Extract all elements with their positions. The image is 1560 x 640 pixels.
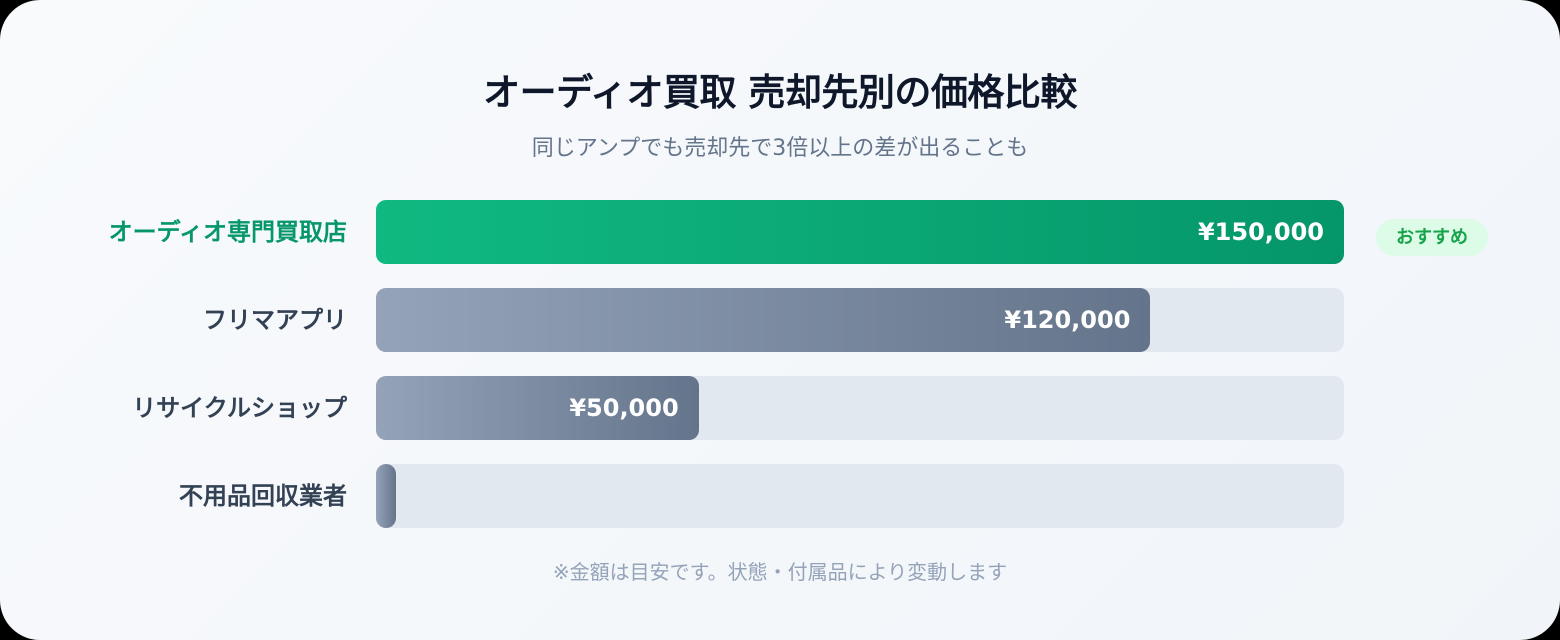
bar-category-label: オーディオ専門買取店 [108,218,347,246]
bar [376,464,396,528]
bar-row: リサイクルショップ ¥50,000 [0,376,1560,440]
bar-track: ¥50,000 [376,376,1344,440]
bar-value-label: ¥50,000 [569,394,679,422]
bar-category-label: リサイクルショップ [132,394,347,422]
bar-track: ¥120,000 [376,288,1344,352]
chart-subtitle: 同じアンプでも売却先で3倍以上の差が出ることも [531,136,1029,161]
chart-title: オーディオ買取 売却先別の価格比較 [483,71,1077,114]
bar-row: オーディオ専門買取店 ¥150,000 おすすめ [0,200,1560,264]
bar: ¥50,000 [376,376,699,440]
footnote: ※金額は目安です。状態・付属品により変動します [552,560,1008,584]
bar: ¥150,000 [376,200,1344,264]
bar-category-label: フリマアプリ [203,306,347,334]
bar-value-label: ¥150,000 [1197,218,1324,246]
bar-value-label: ¥120,000 [1004,306,1131,334]
bar-track: ¥150,000 [376,200,1344,264]
bar-row: 不用品回収業者 [0,464,1560,528]
bar-category-label: 不用品回収業者 [179,482,347,510]
recommended-badge: おすすめ [1376,219,1488,256]
bar-track [376,464,1344,528]
bar-row: フリマアプリ ¥120,000 [0,288,1560,352]
bar: ¥120,000 [376,288,1151,352]
